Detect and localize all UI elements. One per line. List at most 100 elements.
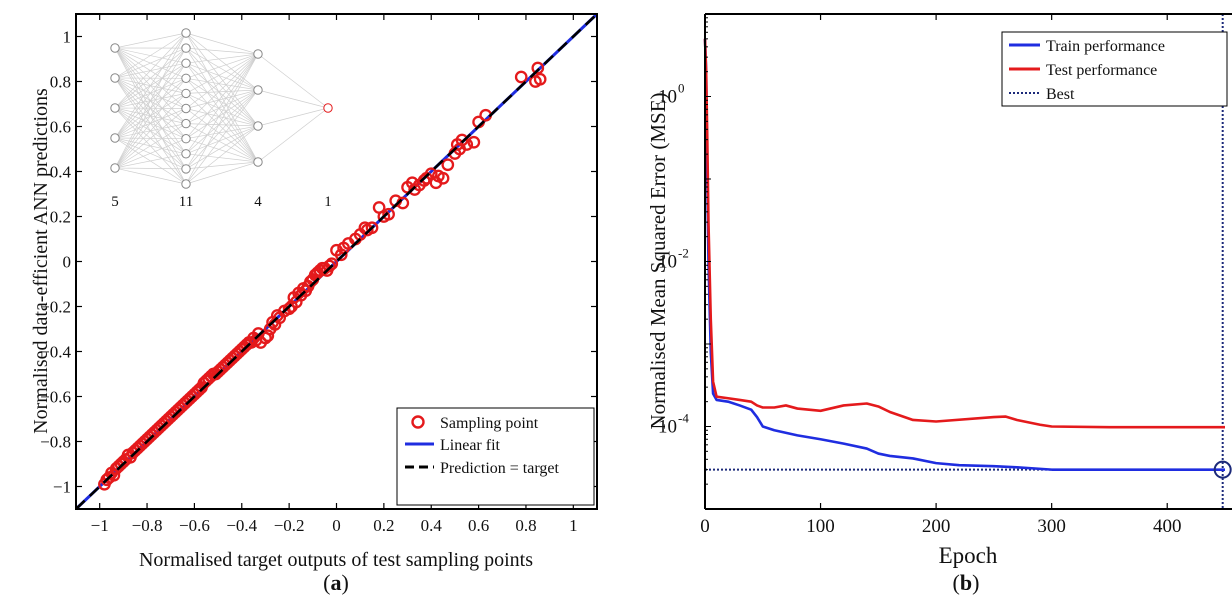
network-connection	[185, 161, 259, 185]
legend-prediction-target-label: Prediction = target	[440, 460, 559, 477]
x-tick-label: 0.2	[373, 516, 394, 535]
sampling-point-marker	[282, 302, 296, 316]
sampling-point-marker	[382, 207, 395, 221]
network-node	[253, 157, 263, 167]
y-tick-base: 10	[658, 417, 677, 438]
network-connection	[185, 123, 259, 127]
y-tick-exponent: -4	[678, 411, 689, 426]
network-node	[110, 43, 120, 53]
y-tick-label: −1	[53, 478, 71, 497]
network-connection	[185, 53, 259, 185]
network-connection	[114, 47, 187, 79]
x-tick-label: 0.4	[421, 516, 443, 535]
chart-a-legend: Sampling point Linear fit Prediction = t…	[396, 407, 595, 506]
y-tick-label: 0.2	[50, 208, 71, 227]
best-point-marker	[1213, 460, 1232, 479]
network-node	[110, 163, 120, 173]
y-tick-label: 10	[658, 252, 677, 273]
network-connection	[257, 107, 329, 127]
network-layer-label: 1	[324, 194, 332, 210]
network-connection	[185, 89, 259, 170]
network-connection	[185, 77, 259, 91]
network-connection	[185, 53, 259, 155]
network-connection	[185, 53, 259, 94]
x-tick-label: 0	[700, 516, 710, 537]
x-tick-label: 1	[569, 516, 578, 535]
network-connection	[185, 47, 259, 163]
sampling-point-marker	[334, 248, 348, 262]
sampling-point-marker	[436, 171, 450, 185]
network-node	[181, 103, 191, 114]
chart-b-xlabel: Epoch	[939, 543, 998, 568]
network-connection	[114, 32, 187, 49]
panel-label-b-open: (	[953, 570, 960, 595]
sampling-point-marker	[467, 135, 481, 149]
network-connection	[185, 138, 259, 163]
x-tick-label: 200	[922, 516, 951, 537]
network-connection	[185, 89, 259, 94]
network-connection	[185, 47, 259, 91]
network-node	[181, 164, 191, 174]
chart-b-ylabel: Normalised Mean Squared Error (MSE)	[646, 92, 670, 429]
network-node	[181, 58, 191, 68]
panel-label-a-open: (	[323, 570, 330, 595]
network-node	[181, 134, 191, 144]
legend-best-label: Best	[1046, 86, 1075, 103]
sampling-point-marker	[417, 174, 431, 187]
y-tick-label: 1	[63, 28, 72, 47]
network-connection	[185, 53, 259, 139]
y-tick-label: 10	[658, 417, 677, 438]
network-node	[181, 28, 191, 38]
network-connection	[185, 89, 259, 155]
network-connection	[257, 53, 329, 109]
test-performance-line	[703, 38, 1225, 429]
sampling-point-marker	[531, 61, 545, 75]
network-connection	[114, 78, 187, 169]
sampling-point-marker	[365, 221, 379, 235]
chart-b-series	[703, 14, 1232, 509]
y-tick-exponent: 0	[678, 81, 685, 96]
network-connection	[185, 161, 259, 170]
y-tick-label: 0.6	[50, 118, 71, 137]
network-connection	[185, 125, 259, 185]
panel-label-a: (a)	[323, 570, 349, 595]
chart-a-network-inset: 5 11 4 1	[110, 28, 333, 210]
sampling-point-marker	[441, 158, 455, 172]
panel-label-a-close: )	[342, 570, 349, 595]
y-tick-label: −0.4	[40, 343, 71, 362]
sampling-point-marker	[261, 329, 275, 343]
x-tick-label: −1	[91, 516, 109, 535]
network-connection	[185, 32, 259, 163]
network-connection	[114, 47, 187, 109]
chart-b-legend: Train performance Test performance Best	[1001, 31, 1228, 107]
network-connection	[185, 89, 259, 139]
y-tick-label: 0.8	[50, 73, 71, 92]
sampling-point-marker	[323, 259, 336, 273]
panel-label-b-close: )	[972, 570, 979, 595]
network-connection	[185, 89, 259, 124]
network-connection	[185, 47, 259, 127]
chart-a-frame	[75, 13, 598, 510]
network-node	[181, 73, 191, 84]
network-connection	[114, 93, 187, 169]
chart-a-legend-box	[396, 407, 595, 506]
x-tick-label: −0.8	[132, 516, 163, 535]
network-connection	[114, 167, 187, 185]
x-tick-label: 0.8	[515, 516, 536, 535]
network-connection	[185, 108, 259, 163]
legend-train-label: Train performance	[1046, 38, 1165, 55]
network-node	[181, 118, 191, 129]
network-connection	[114, 32, 187, 169]
network-node	[181, 43, 191, 53]
network-connection	[114, 47, 187, 169]
y-tick-label: 10	[658, 87, 677, 108]
network-connection	[185, 89, 259, 109]
network-connection	[185, 78, 259, 127]
x-tick-label: 300	[1037, 516, 1066, 537]
network-connection	[114, 32, 187, 139]
network-connection	[185, 47, 259, 55]
network-connection	[114, 32, 187, 109]
network-node	[181, 88, 191, 99]
